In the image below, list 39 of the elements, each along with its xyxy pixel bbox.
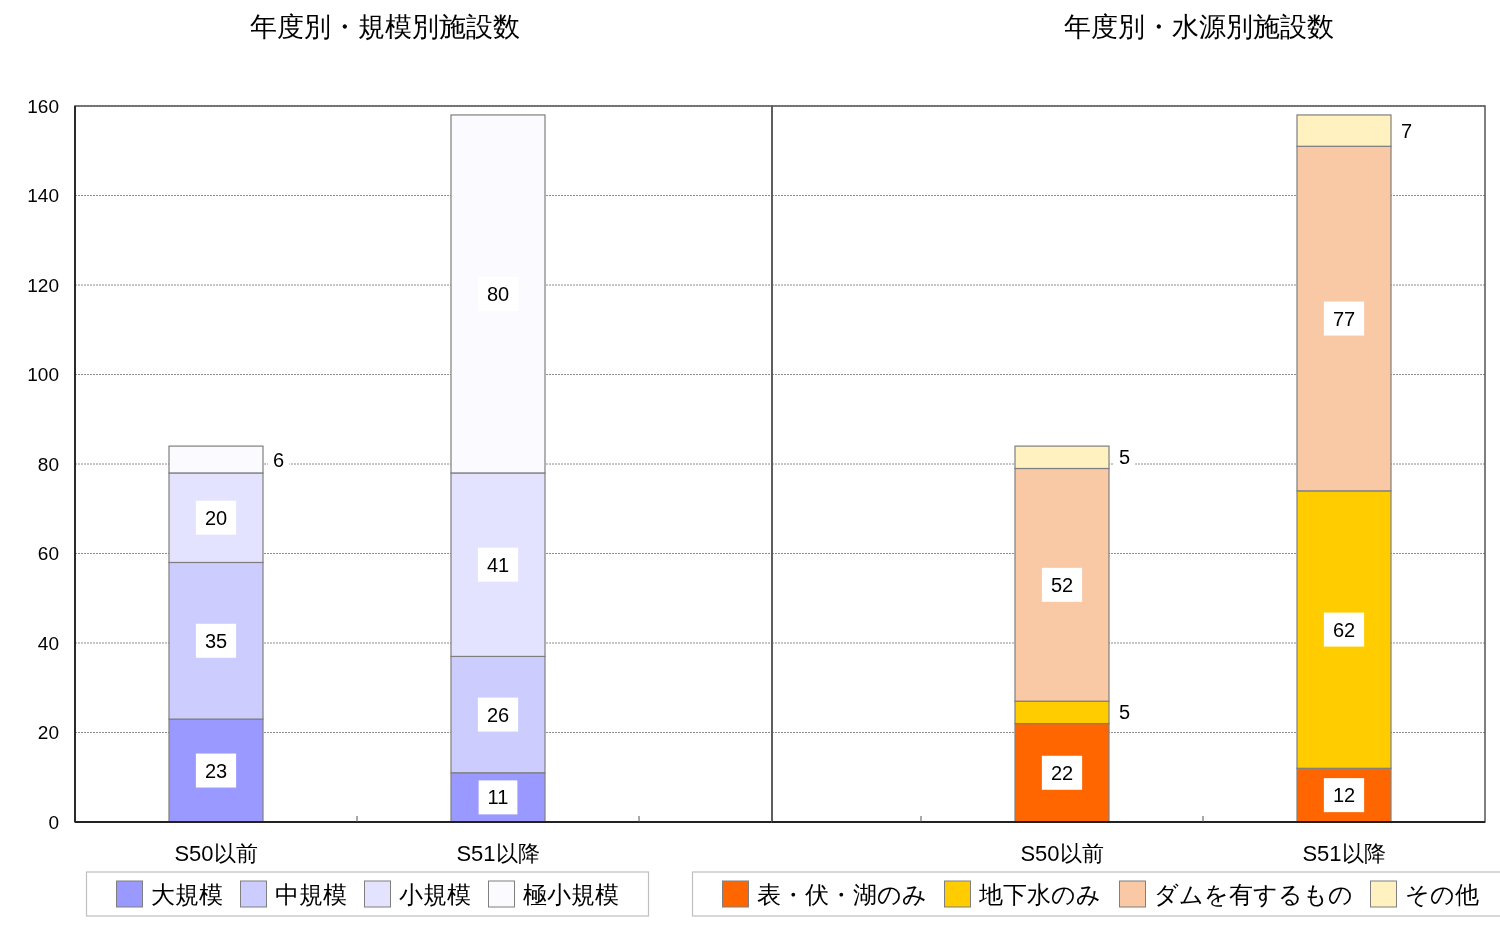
data-label: 5 (1119, 446, 1131, 469)
legend-label: 地下水のみ (977, 880, 1101, 908)
x-tick-label: S51以降 (456, 840, 540, 866)
x-tick-label: S51以降 (1302, 840, 1386, 866)
y-tick-label: 140 (27, 185, 59, 206)
legend-label: 小規模 (398, 880, 471, 908)
data-label: 52 (1050, 573, 1074, 596)
data-label: 26 (486, 703, 510, 726)
data-label: 5 (1119, 701, 1131, 724)
x-tick-label: S50以前 (1020, 840, 1104, 866)
data-label: 77 (1332, 307, 1356, 330)
legend-label: その他 (1404, 880, 1479, 908)
data-label: 22 (1050, 761, 1074, 784)
y-tick-label: 100 (27, 364, 59, 385)
data-label: 12 (1332, 784, 1356, 807)
data-label: 80 (486, 282, 510, 305)
legend-label: ダムを有するもの (1153, 880, 1353, 908)
legend-label: 極小規模 (522, 880, 619, 908)
data-label: 62 (1332, 618, 1356, 641)
y-tick-label: 160 (27, 95, 59, 117)
legend-label: 中規模 (274, 880, 347, 908)
chart-title: 年度別・規模別施設数 (250, 12, 520, 42)
y-tick-label: 40 (37, 632, 59, 654)
data-label: 7 (1401, 119, 1413, 142)
data-label: 11 (487, 786, 509, 809)
legend-label: 表・伏・湖のみ (756, 880, 927, 908)
data-label: 20 (204, 506, 228, 529)
data-label: 23 (204, 759, 228, 782)
y-tick-label: 120 (27, 274, 59, 296)
y-tick-label: 60 (37, 543, 59, 564)
data-label: 35 (204, 629, 228, 652)
data-label: 41 (486, 553, 510, 576)
x-tick-label: S50以前 (174, 840, 258, 866)
chart-title: 年度別・水源別施設数 (1064, 12, 1334, 42)
data-label: 6 (273, 448, 285, 471)
y-tick-label: 20 (37, 722, 59, 743)
y-tick-label: 80 (37, 453, 59, 475)
legend-label: 大規模 (150, 880, 223, 908)
y-tick-label: 0 (48, 811, 59, 833)
